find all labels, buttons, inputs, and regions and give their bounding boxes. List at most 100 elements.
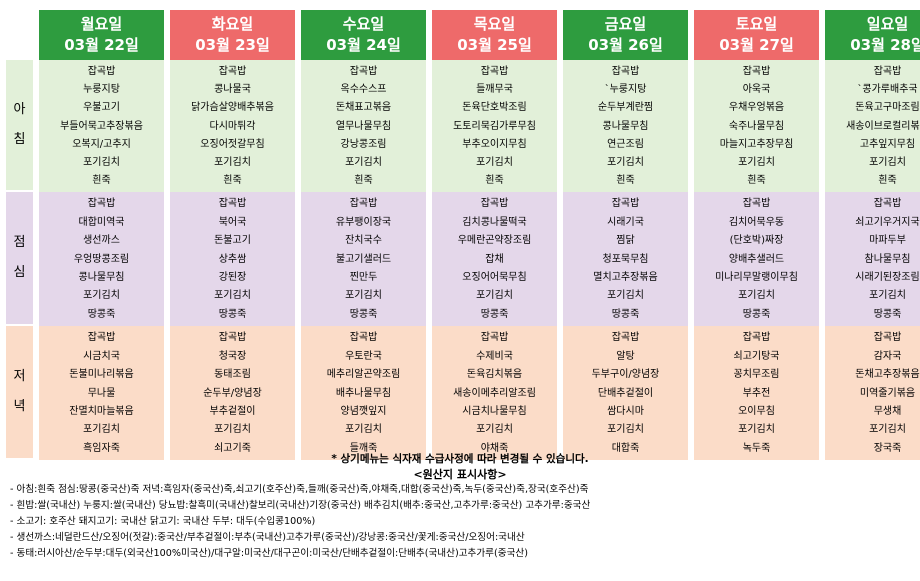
menu-item: 부들어묵고추장볶음 bbox=[60, 120, 143, 132]
menu-item: `콩가루배추국 bbox=[857, 84, 918, 96]
menu-item: 흰죽 bbox=[747, 174, 766, 186]
menu-item: 잡곡밥 bbox=[611, 332, 640, 344]
menu-item: 청포묵무침 bbox=[602, 253, 649, 265]
menu-item: 땅콩죽 bbox=[742, 308, 771, 320]
menu-item: 다시마튀각 bbox=[209, 120, 256, 132]
menu-item: 잡곡밥 bbox=[742, 66, 771, 78]
menu-item: 포기김치 bbox=[345, 424, 382, 436]
menu-item: 잡곡밥 bbox=[611, 198, 640, 210]
menu-item: 흰죽 bbox=[616, 174, 635, 186]
menu-item: 잡곡밥 bbox=[742, 198, 771, 210]
menu-cell-breakfast: 잡곡밥 콩나물국 닭가슴살양배추볶음 다시마튀각 오징어젓갈무침 포기김치 흰죽 bbox=[170, 60, 295, 192]
menu-item: 돈육단호박조림 bbox=[462, 102, 527, 114]
menu-item: 잡곡밥 bbox=[87, 332, 116, 344]
menu-item: 잡곡밥 bbox=[349, 66, 378, 78]
menu-item: 시래기된장조림 bbox=[855, 271, 920, 283]
menu-cell-dinner: 잡곡밥 청국장 동태조림 순두부/양념장 부추겉절이 포기김치 쇠고기죽 bbox=[170, 326, 295, 460]
menu-item: 양배추샐러드 bbox=[728, 253, 785, 265]
menu-cell-breakfast: 잡곡밥 옥수수스프 돈채표고볶음 열무나물무침 강낭콩조림 포기김치 흰죽 bbox=[301, 60, 426, 192]
menu-item: 옥수수스프 bbox=[340, 84, 387, 96]
menu-item: 북어국 bbox=[218, 216, 247, 228]
menu-item: 잡곡밥 bbox=[87, 198, 116, 210]
day-name: 일요일 bbox=[866, 15, 909, 33]
menu-item: 시금치국 bbox=[83, 350, 120, 362]
menu-item: 땅콩죽 bbox=[873, 308, 902, 320]
menu-item: 땅콩죽 bbox=[611, 308, 640, 320]
menu-item: 콩나물무침 bbox=[602, 120, 649, 132]
menu-item: 포기김치 bbox=[738, 290, 775, 302]
menu-item: 잡곡밥 bbox=[218, 332, 247, 344]
menu-item: 찐만두 bbox=[349, 271, 378, 283]
origin-line: - 생선까스:네덜란드산/오징어(젓갈):중국산/부추겉절이:부추(국내산)고추… bbox=[10, 532, 525, 543]
menu-item: 잡곡밥 bbox=[480, 66, 509, 78]
origin-line: - 아침:흰죽 점심:땅콩(중국산)죽 저녁:흑임자(중국산)죽,쇠고기(호주산… bbox=[10, 484, 589, 495]
menu-item: 상추쌈 bbox=[218, 253, 247, 265]
menu-item: 아욱국 bbox=[742, 84, 771, 96]
menu-cell-breakfast: 잡곡밥 `콩가루배추국돈육고구마조림새송이브로컬리볶음고추잎지무침포기김치흰죽 bbox=[825, 60, 920, 192]
menu-item: 포기김치 bbox=[83, 424, 120, 436]
menu-item: 메추리알곤약조림 bbox=[326, 369, 401, 381]
menu-item: 김치콩나물떡국 bbox=[462, 216, 527, 228]
menu-item: 흰죽 bbox=[485, 174, 504, 186]
menu-item: 우토란국 bbox=[345, 350, 382, 362]
menu-item: 쇠고기죽 bbox=[214, 442, 251, 454]
meal-label-char: 심 bbox=[13, 265, 26, 280]
change-notice: * 상기메뉴는 식자재 수급사정에 따라 변경될 수 있습니다. bbox=[331, 453, 589, 465]
menu-cell-dinner: 잡곡밥 쇠고기탕국 꽁치무조림 부추전 오이무침 포기김치 녹두죽 bbox=[694, 326, 819, 460]
menu-item: 새송이브로컬리볶음 bbox=[846, 120, 920, 132]
menu-item: 들깨죽 bbox=[349, 442, 378, 454]
menu-item: 배추나물무침 bbox=[335, 387, 392, 399]
menu-item: 수제비국 bbox=[476, 350, 513, 362]
menu-cell-dinner: 잡곡밥 시금치국 돈불미나리볶음 무나물 잔멸치마늘볶음 포기김치 흑임자죽 bbox=[39, 326, 164, 460]
menu-item: 잡곡밥 bbox=[873, 198, 902, 210]
menu-item: 잡곡밥 bbox=[349, 198, 378, 210]
menu-item: 누룽지탕 bbox=[83, 84, 120, 96]
menu-item: 잡곡밥 bbox=[742, 332, 771, 344]
day-name: 토요일 bbox=[735, 15, 778, 33]
day-date: 03월 23일 bbox=[195, 36, 270, 54]
menu-item: 잡채 bbox=[485, 253, 504, 265]
origin-list: - 아침:흰죽 점심:땅콩(중국산)죽 저녁:흑임자(중국산)죽,쇠고기(호주산… bbox=[10, 482, 915, 562]
menu-item: 동태조림 bbox=[214, 369, 251, 381]
day-header: 수요일 03월 24일 bbox=[301, 10, 426, 60]
menu-item: 순두부/양념장 bbox=[203, 387, 262, 399]
menu-item: 포기김치 bbox=[738, 424, 775, 436]
menu-item: 포기김치 bbox=[738, 156, 775, 168]
menu-item: 들깨무국 bbox=[476, 84, 513, 96]
menu-item: `누룽지탕 bbox=[604, 84, 647, 96]
menu-item: 대합죽 bbox=[611, 442, 640, 454]
menu-item: 무생채 bbox=[873, 405, 902, 417]
menu-cell-lunch: 잡곡밥 북어국 돈불고기 상추쌈 강된장 포기김치 땅콩죽 bbox=[170, 192, 295, 326]
day-date: 03월 28일 bbox=[850, 36, 920, 54]
day-name: 수요일 bbox=[342, 15, 385, 33]
menu-item: 미나리무말랭이무침 bbox=[715, 271, 798, 283]
menu-item: 오복지/고추지 bbox=[72, 138, 131, 150]
meal-label-char: 저 bbox=[13, 369, 26, 384]
menu-item: 포기김치 bbox=[869, 424, 906, 436]
menu-item: 강된장 bbox=[218, 271, 247, 283]
menu-item: 포기김치 bbox=[607, 290, 644, 302]
menu-item: 잡곡밥 bbox=[873, 66, 902, 78]
menu-item: 땅콩죽 bbox=[218, 308, 247, 320]
menu-item: 생선까스 bbox=[83, 235, 120, 247]
origin-line: - 흰밥:쌀(국내산) 누룽지:쌀(국내산) 당뇨밥:찰흑미(국내산)찰보리(국… bbox=[10, 500, 591, 511]
menu-item: 잡곡밥 bbox=[611, 66, 640, 78]
menu-item: 야채죽 bbox=[480, 442, 509, 454]
weekly-menu-table: 월요일 03월 22일 화요일 03월 23일 수요일 03월 24일 목요일 03월 25일… bbox=[6, 10, 920, 460]
day-date: 03월 24일 bbox=[326, 36, 401, 54]
menu-item: 우메란곤약장조림 bbox=[457, 235, 532, 247]
day-name: 목요일 bbox=[473, 15, 516, 33]
day-header: 토요일 03월 27일 bbox=[694, 10, 819, 60]
menu-item: 흰죽 bbox=[354, 174, 373, 186]
menu-item: 포기김치 bbox=[869, 156, 906, 168]
menu-item: 콩나물국 bbox=[214, 84, 251, 96]
meal-label-char: 아 bbox=[13, 102, 26, 117]
menu-item: (단호박)짜장 bbox=[729, 235, 784, 247]
menu-item: 녹두죽 bbox=[742, 442, 771, 454]
day-name: 화요일 bbox=[211, 15, 254, 33]
menu-item: 대합미역국 bbox=[78, 216, 125, 228]
menu-item: 우엉땅콩조림 bbox=[73, 253, 130, 265]
menu-item: 김치어묵우동 bbox=[728, 216, 785, 228]
